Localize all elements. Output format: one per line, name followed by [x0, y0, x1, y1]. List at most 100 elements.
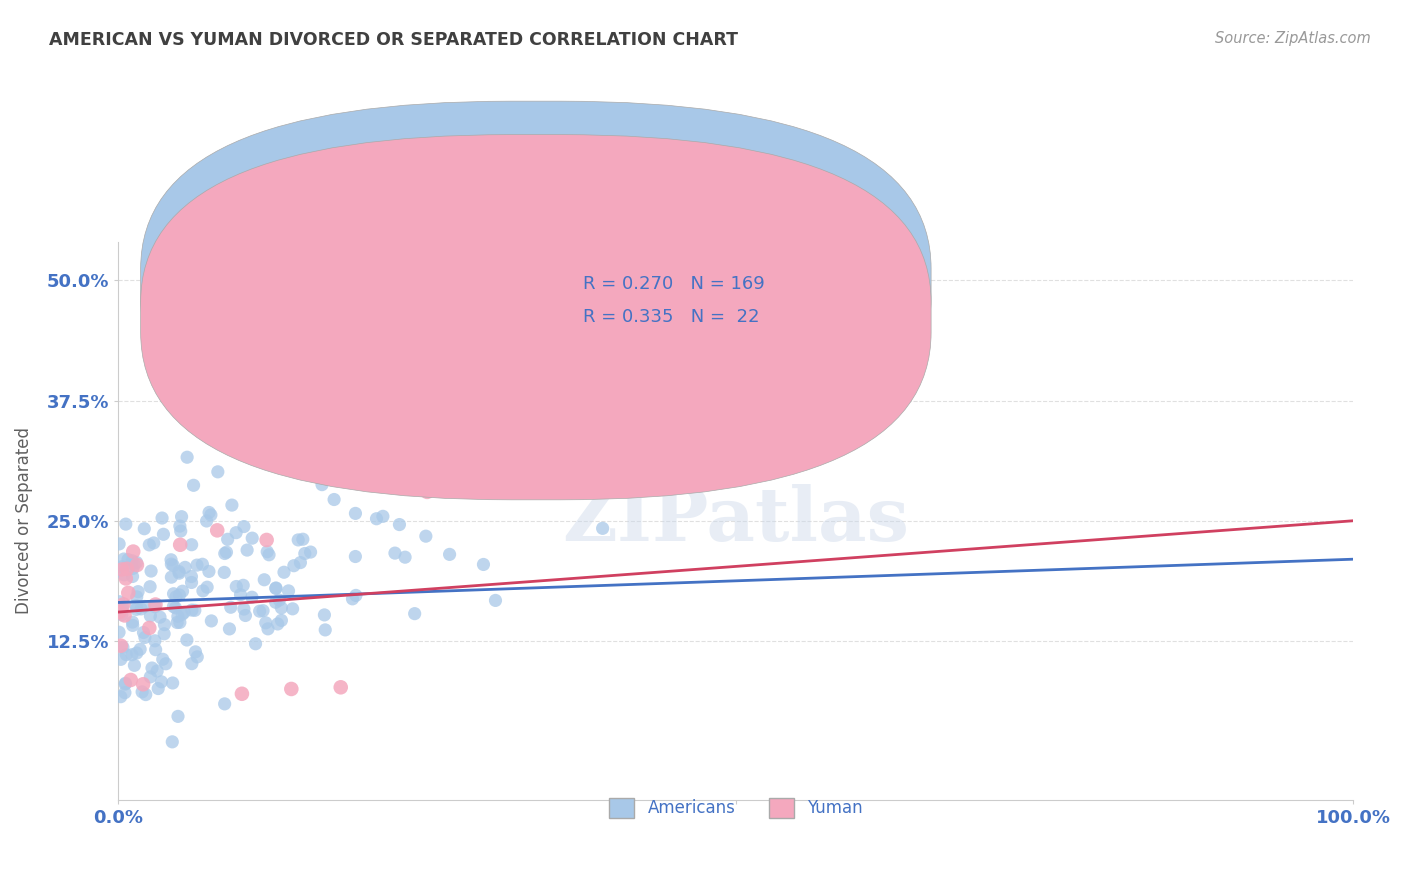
- Point: [169, 519, 191, 533]
- Point: [111, 562, 134, 576]
- Point: [232, 602, 254, 616]
- Point: [200, 508, 222, 522]
- Point: [110, 690, 132, 704]
- Point: [125, 599, 148, 613]
- Point: [176, 450, 198, 465]
- Point: [134, 522, 156, 536]
- Point: [112, 567, 135, 582]
- Point: [160, 557, 183, 571]
- Point: [155, 657, 177, 671]
- Point: [384, 546, 406, 560]
- Point: [114, 517, 136, 532]
- Point: [121, 615, 143, 629]
- Point: [176, 632, 198, 647]
- Point: [165, 590, 187, 604]
- Point: [114, 608, 136, 623]
- Point: [174, 560, 197, 574]
- Point: [270, 614, 292, 628]
- Point: [180, 603, 202, 617]
- Point: [387, 481, 409, 495]
- Point: [269, 593, 291, 607]
- Point: [122, 561, 145, 575]
- Point: [143, 633, 166, 648]
- Point: [264, 582, 287, 596]
- Point: [172, 584, 194, 599]
- Point: [110, 652, 132, 666]
- Point: [145, 598, 167, 612]
- Point: [484, 593, 506, 607]
- Point: [145, 642, 167, 657]
- Point: [139, 580, 162, 594]
- Point: [299, 545, 322, 559]
- Point: [139, 670, 162, 684]
- Point: [131, 685, 153, 699]
- Point: [170, 524, 193, 538]
- Point: [254, 615, 277, 630]
- Point: [311, 477, 333, 491]
- Point: [236, 543, 259, 558]
- Point: [180, 569, 202, 583]
- Point: [162, 587, 184, 601]
- Point: [217, 533, 239, 547]
- Point: [281, 602, 304, 616]
- Point: [139, 564, 162, 578]
- Point: [117, 552, 139, 566]
- Point: [121, 618, 143, 632]
- Point: [125, 602, 148, 616]
- Point: [184, 603, 207, 617]
- Point: [149, 610, 172, 624]
- Point: [207, 465, 229, 479]
- Point: [122, 544, 145, 558]
- Point: [253, 573, 276, 587]
- Point: [146, 664, 169, 678]
- Point: [344, 549, 367, 564]
- Point: [257, 548, 280, 562]
- FancyBboxPatch shape: [141, 101, 931, 467]
- Point: [198, 506, 221, 520]
- Point: [218, 622, 240, 636]
- Point: [183, 478, 205, 492]
- Point: [120, 673, 142, 687]
- Point: [388, 517, 411, 532]
- Point: [415, 529, 437, 543]
- Point: [264, 581, 287, 595]
- Point: [186, 558, 208, 573]
- Point: [195, 514, 218, 528]
- Point: [472, 558, 495, 572]
- Point: [143, 599, 166, 614]
- Point: [214, 566, 236, 580]
- Point: [111, 599, 134, 614]
- Point: [167, 709, 190, 723]
- Point: [125, 558, 148, 572]
- Point: [219, 600, 242, 615]
- Point: [111, 559, 134, 574]
- Point: [115, 562, 138, 576]
- Point: [139, 608, 162, 623]
- FancyBboxPatch shape: [141, 135, 931, 500]
- Point: [121, 648, 143, 662]
- Text: R = 0.335   N =  22: R = 0.335 N = 22: [583, 309, 759, 326]
- Legend: Americans, Yuman: Americans, Yuman: [603, 791, 869, 824]
- Point: [235, 608, 257, 623]
- Point: [205, 524, 228, 538]
- Point: [167, 609, 190, 624]
- Point: [108, 595, 131, 609]
- Point: [256, 545, 278, 559]
- Point: [240, 531, 263, 545]
- Point: [229, 588, 252, 602]
- Point: [148, 681, 170, 696]
- Text: R = 0.270   N = 169: R = 0.270 N = 169: [583, 275, 765, 293]
- Point: [121, 554, 143, 568]
- Point: [152, 527, 174, 541]
- Point: [134, 631, 156, 645]
- Point: [162, 599, 184, 614]
- Point: [180, 657, 202, 671]
- Point: [344, 589, 367, 603]
- Point: [416, 484, 439, 499]
- Point: [162, 735, 184, 749]
- Point: [277, 583, 299, 598]
- Point: [166, 615, 188, 630]
- Point: [122, 558, 145, 572]
- Point: [153, 627, 176, 641]
- Point: [287, 533, 309, 547]
